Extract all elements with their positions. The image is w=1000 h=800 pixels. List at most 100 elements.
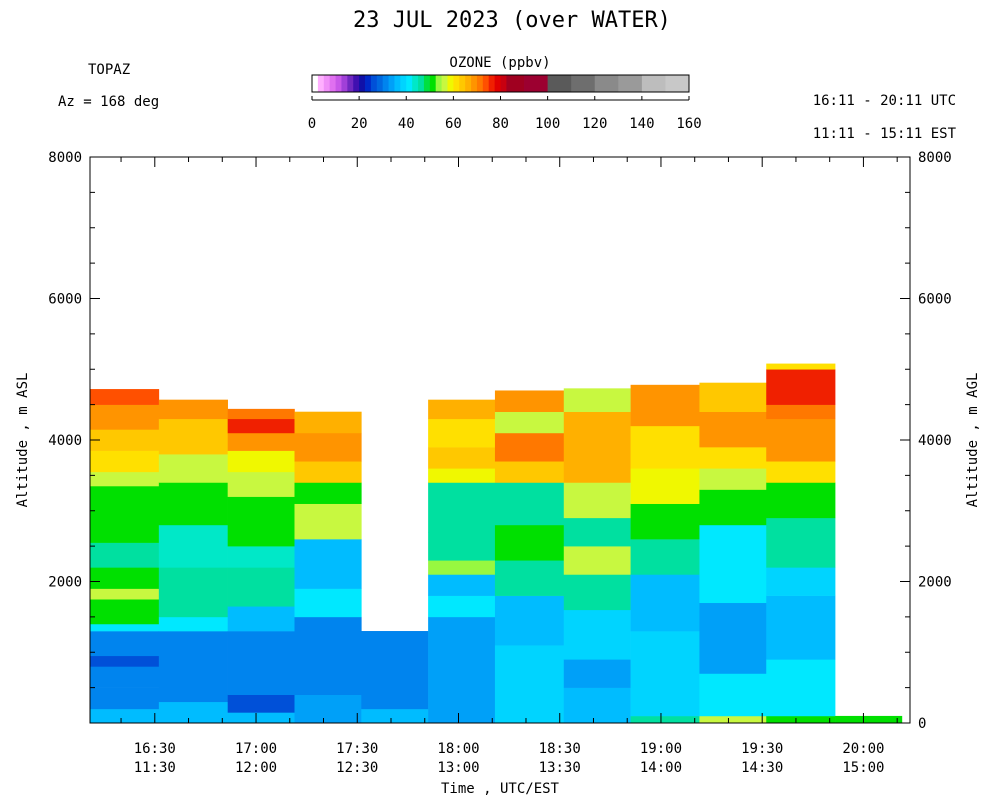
colorbar-bin-6 <box>347 75 354 92</box>
ozone-layer <box>428 616 496 724</box>
colorbar-tick-label: 160 <box>676 116 701 132</box>
y-tick-label-left: 4000 <box>48 433 82 449</box>
colorbar-bin-21 <box>435 75 442 92</box>
ozone-layer <box>835 715 903 724</box>
colorbar-bin-12 <box>382 75 389 92</box>
colorbar-bin-15 <box>400 75 407 92</box>
colorbar-bin-11 <box>376 75 384 92</box>
x-tick-label-utc: 18:30 <box>539 741 581 757</box>
colorbar-tick-label: 120 <box>582 116 607 132</box>
ozone-layer <box>766 404 836 420</box>
ozone-layer <box>766 595 836 660</box>
colorbar-tick-label: 60 <box>445 116 462 132</box>
y-tick-label-left: 6000 <box>48 292 82 308</box>
ozone-layer <box>90 471 160 487</box>
colorbar-bin-14 <box>394 75 401 92</box>
x-tick-label-utc: 16:30 <box>134 741 176 757</box>
profile-column-0 <box>90 389 160 724</box>
colorbar-bin-2 <box>323 75 331 92</box>
colorbar-bin-7 <box>353 75 360 92</box>
ozone-layer <box>294 411 362 434</box>
ozone-layer <box>766 461 836 483</box>
y-tick-label-left: 8000 <box>48 150 82 166</box>
axes: 2000 4000 6000 8000 0 2000 4000 6000 8000 16:30 11… <box>48 150 951 776</box>
y-tick-label-right: 2000 <box>918 575 952 591</box>
colorbar: 0 20 40 60 80 100 120 140 160 <box>308 74 702 132</box>
ozone-layer <box>158 454 228 483</box>
ozone-layer <box>766 482 836 519</box>
ozone-layer <box>630 574 700 632</box>
colorbar-bin-33 <box>506 75 513 92</box>
y-tick-label-right: 8000 <box>918 150 952 166</box>
ozone-layer <box>563 440 631 483</box>
colorbar-bin-0 <box>312 75 319 92</box>
ozone-layer <box>294 482 362 504</box>
colorbar-bin-26 <box>465 75 472 92</box>
x-tick-label-est: 12:00 <box>235 760 277 776</box>
colorbar-bin-34 <box>512 75 525 92</box>
profile-column-5 <box>428 399 496 724</box>
colorbar-frame <box>311 74 690 93</box>
ozone-layer <box>563 411 631 441</box>
ozone-layer <box>494 560 565 596</box>
colorbar-bin-38 <box>594 75 619 92</box>
ozone-layer <box>494 390 565 412</box>
utc-time-range: 16:11 - 20:11 UTC <box>812 93 956 109</box>
ozone-layer <box>227 694 295 713</box>
x-tick-label-est: 14:00 <box>640 760 682 776</box>
colorbar-bin-17 <box>412 75 419 92</box>
ozone-layer <box>158 701 228 724</box>
chart-title: 23 JUL 2023 (over WATER) <box>353 8 671 33</box>
y-tick-label-right: 0 <box>918 716 926 732</box>
colorbar-bin-8 <box>359 75 366 92</box>
x-axis-label: Time , UTC/EST <box>441 781 560 797</box>
colorbar-bin-10 <box>370 75 378 92</box>
ozone-layer <box>699 524 767 604</box>
ozone-layer <box>428 468 496 483</box>
colorbar-bin-19 <box>423 75 431 92</box>
azimuth-label: Az = 168 deg <box>58 94 160 110</box>
colorbar-bin-1 <box>317 75 325 92</box>
ozone-layer <box>766 363 836 370</box>
ozone-layer <box>563 574 631 611</box>
ozone-layer <box>699 382 767 412</box>
ozone-layer <box>699 673 767 717</box>
ozone-layer <box>158 616 228 632</box>
x-tick-label-utc: 17:30 <box>336 741 378 757</box>
ozone-layer <box>158 524 228 568</box>
ozone-layer <box>766 418 836 462</box>
profile-column-8 <box>630 384 700 724</box>
ozone-layer <box>699 489 767 526</box>
y-axis-label-right: Altitude , m AGL <box>965 373 981 508</box>
ozone-layer <box>361 708 429 724</box>
ozone-layer <box>494 645 565 724</box>
ozone-layer <box>494 461 565 483</box>
ozone-layer <box>563 546 631 575</box>
colorbar-bin-24 <box>453 75 460 92</box>
ozone-layer <box>494 432 565 462</box>
ozone-layer <box>563 517 631 547</box>
ozone-layer <box>494 524 565 561</box>
ozone-layer <box>766 369 836 405</box>
profile-column-3 <box>294 411 362 724</box>
ozone-layer <box>699 715 767 724</box>
ozone-layer <box>227 471 295 497</box>
colorbar-bin-4 <box>335 75 342 92</box>
y-tick-label-left: 2000 <box>48 575 82 591</box>
ozone-layer <box>158 631 228 703</box>
ozone-layer <box>630 384 700 427</box>
ozone-layer <box>294 694 362 724</box>
ozone-layer <box>563 609 631 660</box>
ozone-layer <box>227 567 295 607</box>
ozone-layer <box>766 517 836 568</box>
profile-column-11 <box>835 715 903 724</box>
ozone-layer <box>563 659 631 688</box>
x-tick-label-utc: 20:00 <box>842 741 884 757</box>
profile-column-10 <box>766 363 836 724</box>
profile-column-4 <box>361 631 429 724</box>
ozone-layer <box>630 631 700 717</box>
ozone-layer <box>699 468 767 490</box>
ozone-layer <box>361 631 429 710</box>
colorbar-bin-41 <box>665 75 690 92</box>
